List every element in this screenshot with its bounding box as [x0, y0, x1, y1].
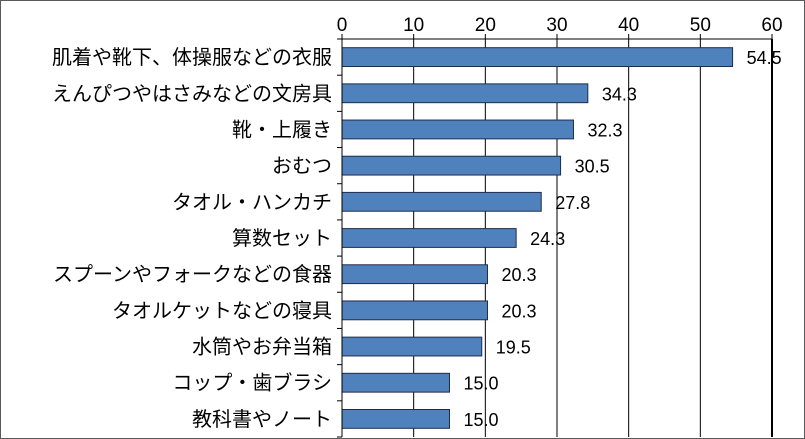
labels: 0 10 20 30 40 50 60 肌着や靴下、体操服などの衣服 54.5 えんぴつやはさみな…: [52, 15, 783, 431]
bar: [341, 155, 562, 176]
category-label: 水筒やお弁当箱: [192, 336, 332, 359]
x-tick-label: 30: [546, 15, 567, 36]
axes: [337, 34, 773, 438]
value-label: 20.3: [501, 265, 536, 285]
bar: [341, 119, 574, 140]
category-label: 靴・上履き: [232, 118, 332, 141]
value-label: 20.3: [501, 301, 536, 321]
category-label: 算数セット: [232, 227, 332, 250]
bar: [341, 372, 450, 393]
category-label: タオルケットなどの寝具: [112, 299, 332, 322]
x-tick-label: 0: [337, 15, 348, 36]
bar: [341, 409, 450, 429]
bar: [341, 191, 542, 212]
value-label: 32.3: [587, 120, 622, 140]
x-tick-label: 40: [618, 15, 639, 36]
bar: [341, 83, 589, 104]
value-label: 54.5: [747, 48, 782, 68]
x-tick-label: 50: [690, 15, 711, 36]
bars: [341, 47, 734, 429]
bar: [341, 47, 734, 67]
value-label: 34.3: [602, 84, 637, 104]
bar: [341, 300, 488, 321]
category-label: 肌着や靴下、体操服などの衣服: [52, 46, 332, 69]
value-label: 19.5: [496, 338, 531, 358]
value-label: 15.0: [464, 374, 499, 394]
gridlines: [413, 39, 701, 437]
category-label: スプーンやフォークなどの食器: [53, 263, 332, 286]
bar: [341, 264, 488, 285]
category-label: えんぴつやはさみなどの文房具: [52, 82, 332, 105]
category-label: おむつ: [272, 156, 332, 178]
value-label: 15.0: [464, 410, 499, 430]
category-label: 教科書やノート: [192, 408, 332, 431]
bar: [341, 336, 483, 357]
value-label: 27.8: [555, 193, 590, 213]
x-tick-label: 20: [475, 15, 496, 36]
x-tick-label: 60: [761, 15, 782, 36]
category-label: タオル・ハンカチ: [172, 191, 332, 214]
category-label: コップ・歯ブラシ: [172, 371, 332, 395]
value-label: 30.5: [575, 157, 610, 177]
x-tick-label: 10: [403, 15, 424, 36]
bar: [341, 228, 517, 248]
value-label: 24.3: [530, 229, 565, 249]
